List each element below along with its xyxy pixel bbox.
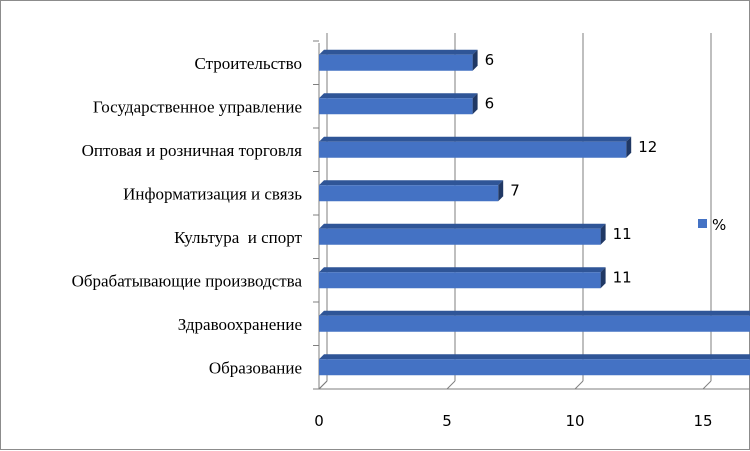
bar-front-face <box>319 272 601 289</box>
category-label: Государственное управление <box>93 97 302 116</box>
category-label: Обрабатывающие производства <box>72 271 303 290</box>
data-label: 6 <box>485 94 495 112</box>
bar-front-face <box>319 141 627 158</box>
data-label: 11 <box>613 225 632 243</box>
bar <box>319 180 504 202</box>
bar-front-face <box>319 315 750 332</box>
category-label: Здравоохранение <box>178 315 302 334</box>
category-label: Информатизация и связь <box>123 184 302 203</box>
bar-front-face <box>319 54 473 71</box>
x-tick-label: 5 <box>442 412 452 430</box>
bar <box>319 310 750 332</box>
bar <box>319 49 478 71</box>
data-label: 7 <box>510 181 520 199</box>
legend-label: % <box>712 216 726 234</box>
grid <box>313 33 750 390</box>
bar <box>319 93 478 115</box>
bar <box>319 223 606 245</box>
bar-end-face <box>498 180 504 202</box>
bar-top-face <box>319 93 478 99</box>
bar-end-face <box>472 93 478 115</box>
bar-end-face <box>600 223 606 245</box>
floor-gridline <box>574 380 584 390</box>
floor-gridline <box>702 380 712 390</box>
floor-gridline <box>318 380 328 390</box>
labels: 0510152025Строительство6Государственное … <box>72 51 713 430</box>
legend: % <box>698 216 726 234</box>
bar <box>319 267 606 289</box>
bar-top-face <box>319 354 750 360</box>
bar <box>319 354 750 376</box>
category-label: Образование <box>209 358 302 377</box>
bar-end-face <box>626 136 632 158</box>
x-tick-label: 10 <box>565 412 584 430</box>
data-label: 11 <box>613 268 632 286</box>
legend-swatch <box>698 219 707 228</box>
x-tick-label: 15 <box>693 412 712 430</box>
bar <box>319 136 632 158</box>
bar-top-face <box>319 223 606 229</box>
bar-front-face <box>319 359 750 376</box>
bars <box>319 49 750 376</box>
data-label: 6 <box>485 51 495 69</box>
x-tick-label: 0 <box>314 412 324 430</box>
floor-gridline <box>446 380 456 390</box>
category-label: Строительство <box>195 54 302 73</box>
data-label: 12 <box>638 138 657 156</box>
bar-top-face <box>319 267 606 273</box>
bar-end-face <box>472 49 478 71</box>
bar-top-face <box>319 49 478 55</box>
bar-top-face <box>319 310 750 316</box>
bar-front-face <box>319 228 601 245</box>
category-label: Оптовая и розничная торговля <box>82 141 303 160</box>
bar-top-face <box>319 136 632 142</box>
bar-front-face <box>319 98 473 115</box>
category-label: Культура и спорт <box>174 228 302 247</box>
bar-front-face <box>319 185 499 202</box>
bar-end-face <box>600 267 606 289</box>
bar-top-face <box>319 180 504 186</box>
